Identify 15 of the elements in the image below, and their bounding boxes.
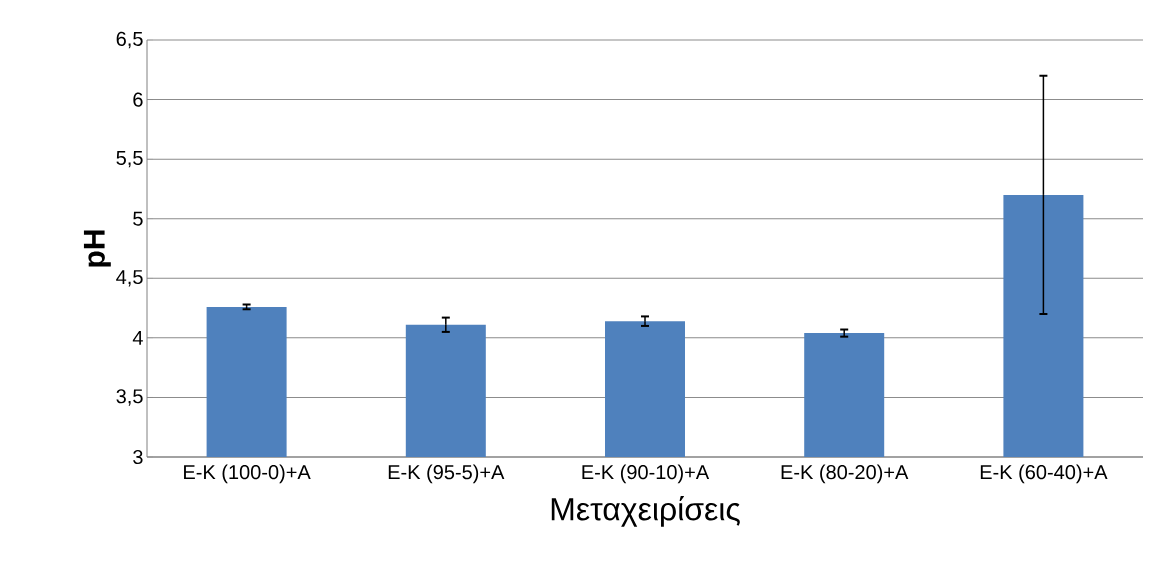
x-axis-title: Μεταχειρίσεις (551, 496, 740, 527)
x-tick-label: Ε-Κ (60-40)+Α (980, 464, 1108, 484)
x-tick-label: Ε-Κ (90-10)+Α (582, 464, 710, 484)
x-tick-label: Ε-Κ (80-20)+Α (781, 464, 909, 484)
x-tick-label: Ε-Κ (100-0)+Α (184, 464, 311, 484)
y-tick-label: 6 (133, 92, 143, 107)
x-tick-label: Ε-Κ (95-5)+Α (388, 464, 505, 484)
y-tick-label: 4,5 (116, 270, 143, 287)
y-tick-label: 5 (133, 211, 143, 226)
y-tick-label: 3 (133, 449, 143, 465)
y-tick-label: 3,5 (116, 389, 143, 406)
y-axis-title: pH (83, 230, 111, 267)
y-tick-label: 5,5 (116, 150, 143, 168)
y-tick-label: 6,5 (116, 31, 143, 49)
y-tick-label: 4 (132, 330, 143, 345)
